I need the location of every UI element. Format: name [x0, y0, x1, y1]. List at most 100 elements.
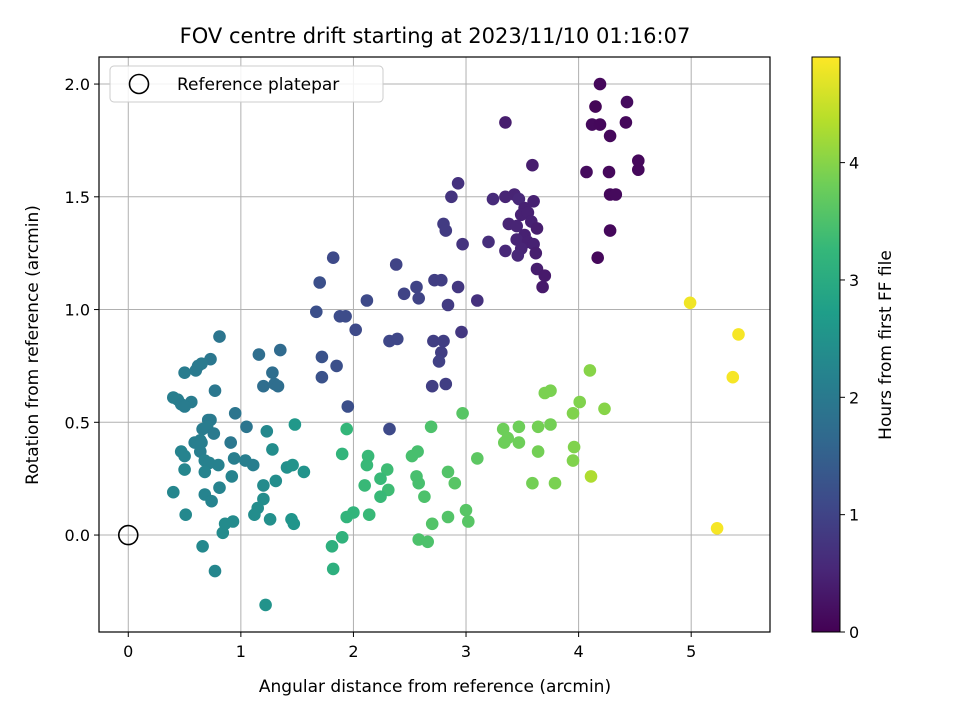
- scatter-point-66: [437, 334, 450, 348]
- scatter-point-123: [257, 479, 270, 492]
- y-tick-label-0: 0.0: [65, 526, 90, 545]
- scatter-point-131: [248, 508, 261, 521]
- y-tick-label-2: 1.0: [65, 301, 90, 320]
- scatter-point-179: [544, 418, 557, 431]
- scatter-point-177: [512, 436, 526, 449]
- scatter-point-195: [710, 522, 724, 535]
- scatter-point-184: [548, 476, 562, 490]
- scatter-point-129: [257, 492, 270, 506]
- scatter-point-139: [196, 540, 209, 553]
- scatter-point-152: [340, 510, 354, 524]
- scatter-point-48: [313, 276, 327, 289]
- scatter-point-47: [389, 258, 403, 271]
- scatter-point-76: [213, 330, 226, 343]
- scatter-point-164: [448, 476, 462, 490]
- scatter-point-62: [455, 325, 468, 339]
- scatter-point-121: [286, 458, 299, 472]
- scatter-point-128: [213, 481, 226, 495]
- x-tick-label-3: 3: [461, 642, 471, 661]
- scatter-point-172: [421, 535, 435, 549]
- scatter-point-82: [178, 366, 191, 380]
- scatter-point-6: [603, 129, 617, 143]
- scatter-point-2: [589, 100, 602, 113]
- colorbar-ticks: 0 1 2 3 4: [840, 154, 859, 642]
- scatter-point-157: [424, 420, 438, 434]
- scatter-point-178: [531, 420, 545, 434]
- scatter-point-186: [573, 395, 586, 409]
- scatter-point-51: [410, 280, 423, 294]
- scatter-point-42: [482, 235, 495, 249]
- scatter-point-143: [335, 447, 349, 461]
- scatter-point-170: [462, 515, 475, 528]
- scatter-point-96: [228, 407, 242, 420]
- scatter-point-154: [325, 540, 339, 553]
- scatter-point-122: [297, 465, 311, 479]
- scatter-point-78: [252, 348, 266, 361]
- scatter-point-110: [212, 458, 225, 472]
- scatter-point-159: [411, 445, 424, 458]
- scatter-point-119: [288, 418, 302, 431]
- scatter-point-140: [208, 564, 222, 578]
- reference-marker: [117, 524, 139, 546]
- x-axis-label: Angular distance from reference (arcmin): [259, 677, 611, 697]
- scatter-point-149: [358, 479, 372, 492]
- scatter-point-60: [339, 310, 352, 323]
- scatter-point-167: [441, 510, 455, 524]
- scatter-point-9: [580, 165, 593, 179]
- scatter-point-84: [266, 366, 279, 380]
- scatter-point-87: [271, 379, 285, 393]
- colorbar: 0 1 2 3 4 Hours from first FF file: [811, 56, 896, 642]
- colorbar-gradient: [811, 56, 841, 633]
- scatter-point-111: [227, 452, 241, 465]
- x-tick-label-1: 1: [236, 642, 246, 661]
- scatter-point-73: [439, 377, 453, 391]
- scatter-point-118: [266, 443, 279, 456]
- scatter-point-99: [207, 427, 221, 440]
- scatter-point-162: [418, 490, 431, 504]
- scatter-point-38: [529, 246, 543, 260]
- plot-frame: [98, 56, 771, 633]
- scatter-point-145: [360, 458, 374, 472]
- scatter-point-146: [380, 463, 394, 476]
- chart-title: FOV centre drift starting at 2023/11/10 …: [180, 24, 691, 48]
- scatter-point-58: [310, 305, 323, 319]
- scatter-point-117: [260, 425, 274, 438]
- scatter-point-18: [445, 190, 458, 204]
- y-axis-label: Rotation from reference (arcmin): [23, 205, 43, 485]
- scatter-point-37: [511, 249, 525, 262]
- x-tick-label-0: 0: [123, 642, 133, 661]
- scatter-point-10: [602, 165, 616, 179]
- scatter-point-166: [471, 452, 484, 465]
- scatter-point-8: [632, 154, 645, 167]
- reference-platepar-point: [117, 524, 139, 546]
- x-tick-label-2: 2: [348, 642, 358, 661]
- scatter-point-57: [471, 294, 484, 307]
- scatter-point-163: [441, 465, 455, 479]
- legend-label-reference: Reference platepar: [177, 75, 339, 95]
- scatter-point-125: [167, 485, 180, 499]
- y-tick-label-3: 1.5: [65, 188, 90, 207]
- scatter-point-12: [526, 158, 539, 172]
- legend: Reference platepar: [109, 65, 384, 103]
- y-axis-ticks: 0.0 0.5 1.0 1.5 2.0: [65, 75, 99, 545]
- scatter-point-190: [598, 402, 611, 416]
- scatter-point-65: [427, 334, 440, 348]
- scatter-points: [167, 77, 745, 612]
- scatter-point-7: [499, 116, 512, 129]
- scatter-point-50: [435, 273, 448, 287]
- scatter-point-75: [383, 422, 396, 436]
- scatter-point-68: [432, 355, 446, 368]
- scatter-point-53: [397, 287, 411, 301]
- scatter-point-104: [224, 436, 237, 449]
- scatter-point-138: [216, 526, 230, 540]
- scatter-point-153: [362, 508, 376, 521]
- scatter-point-5: [593, 118, 607, 131]
- y-tick-label-1: 0.5: [65, 413, 90, 432]
- scatter-point-187: [583, 364, 597, 377]
- scatter-point-85: [257, 379, 270, 393]
- scatter-point-168: [425, 517, 439, 531]
- scatter-point-115: [198, 465, 212, 479]
- scatter-point-189: [566, 454, 580, 467]
- scatter-point-88: [208, 384, 222, 398]
